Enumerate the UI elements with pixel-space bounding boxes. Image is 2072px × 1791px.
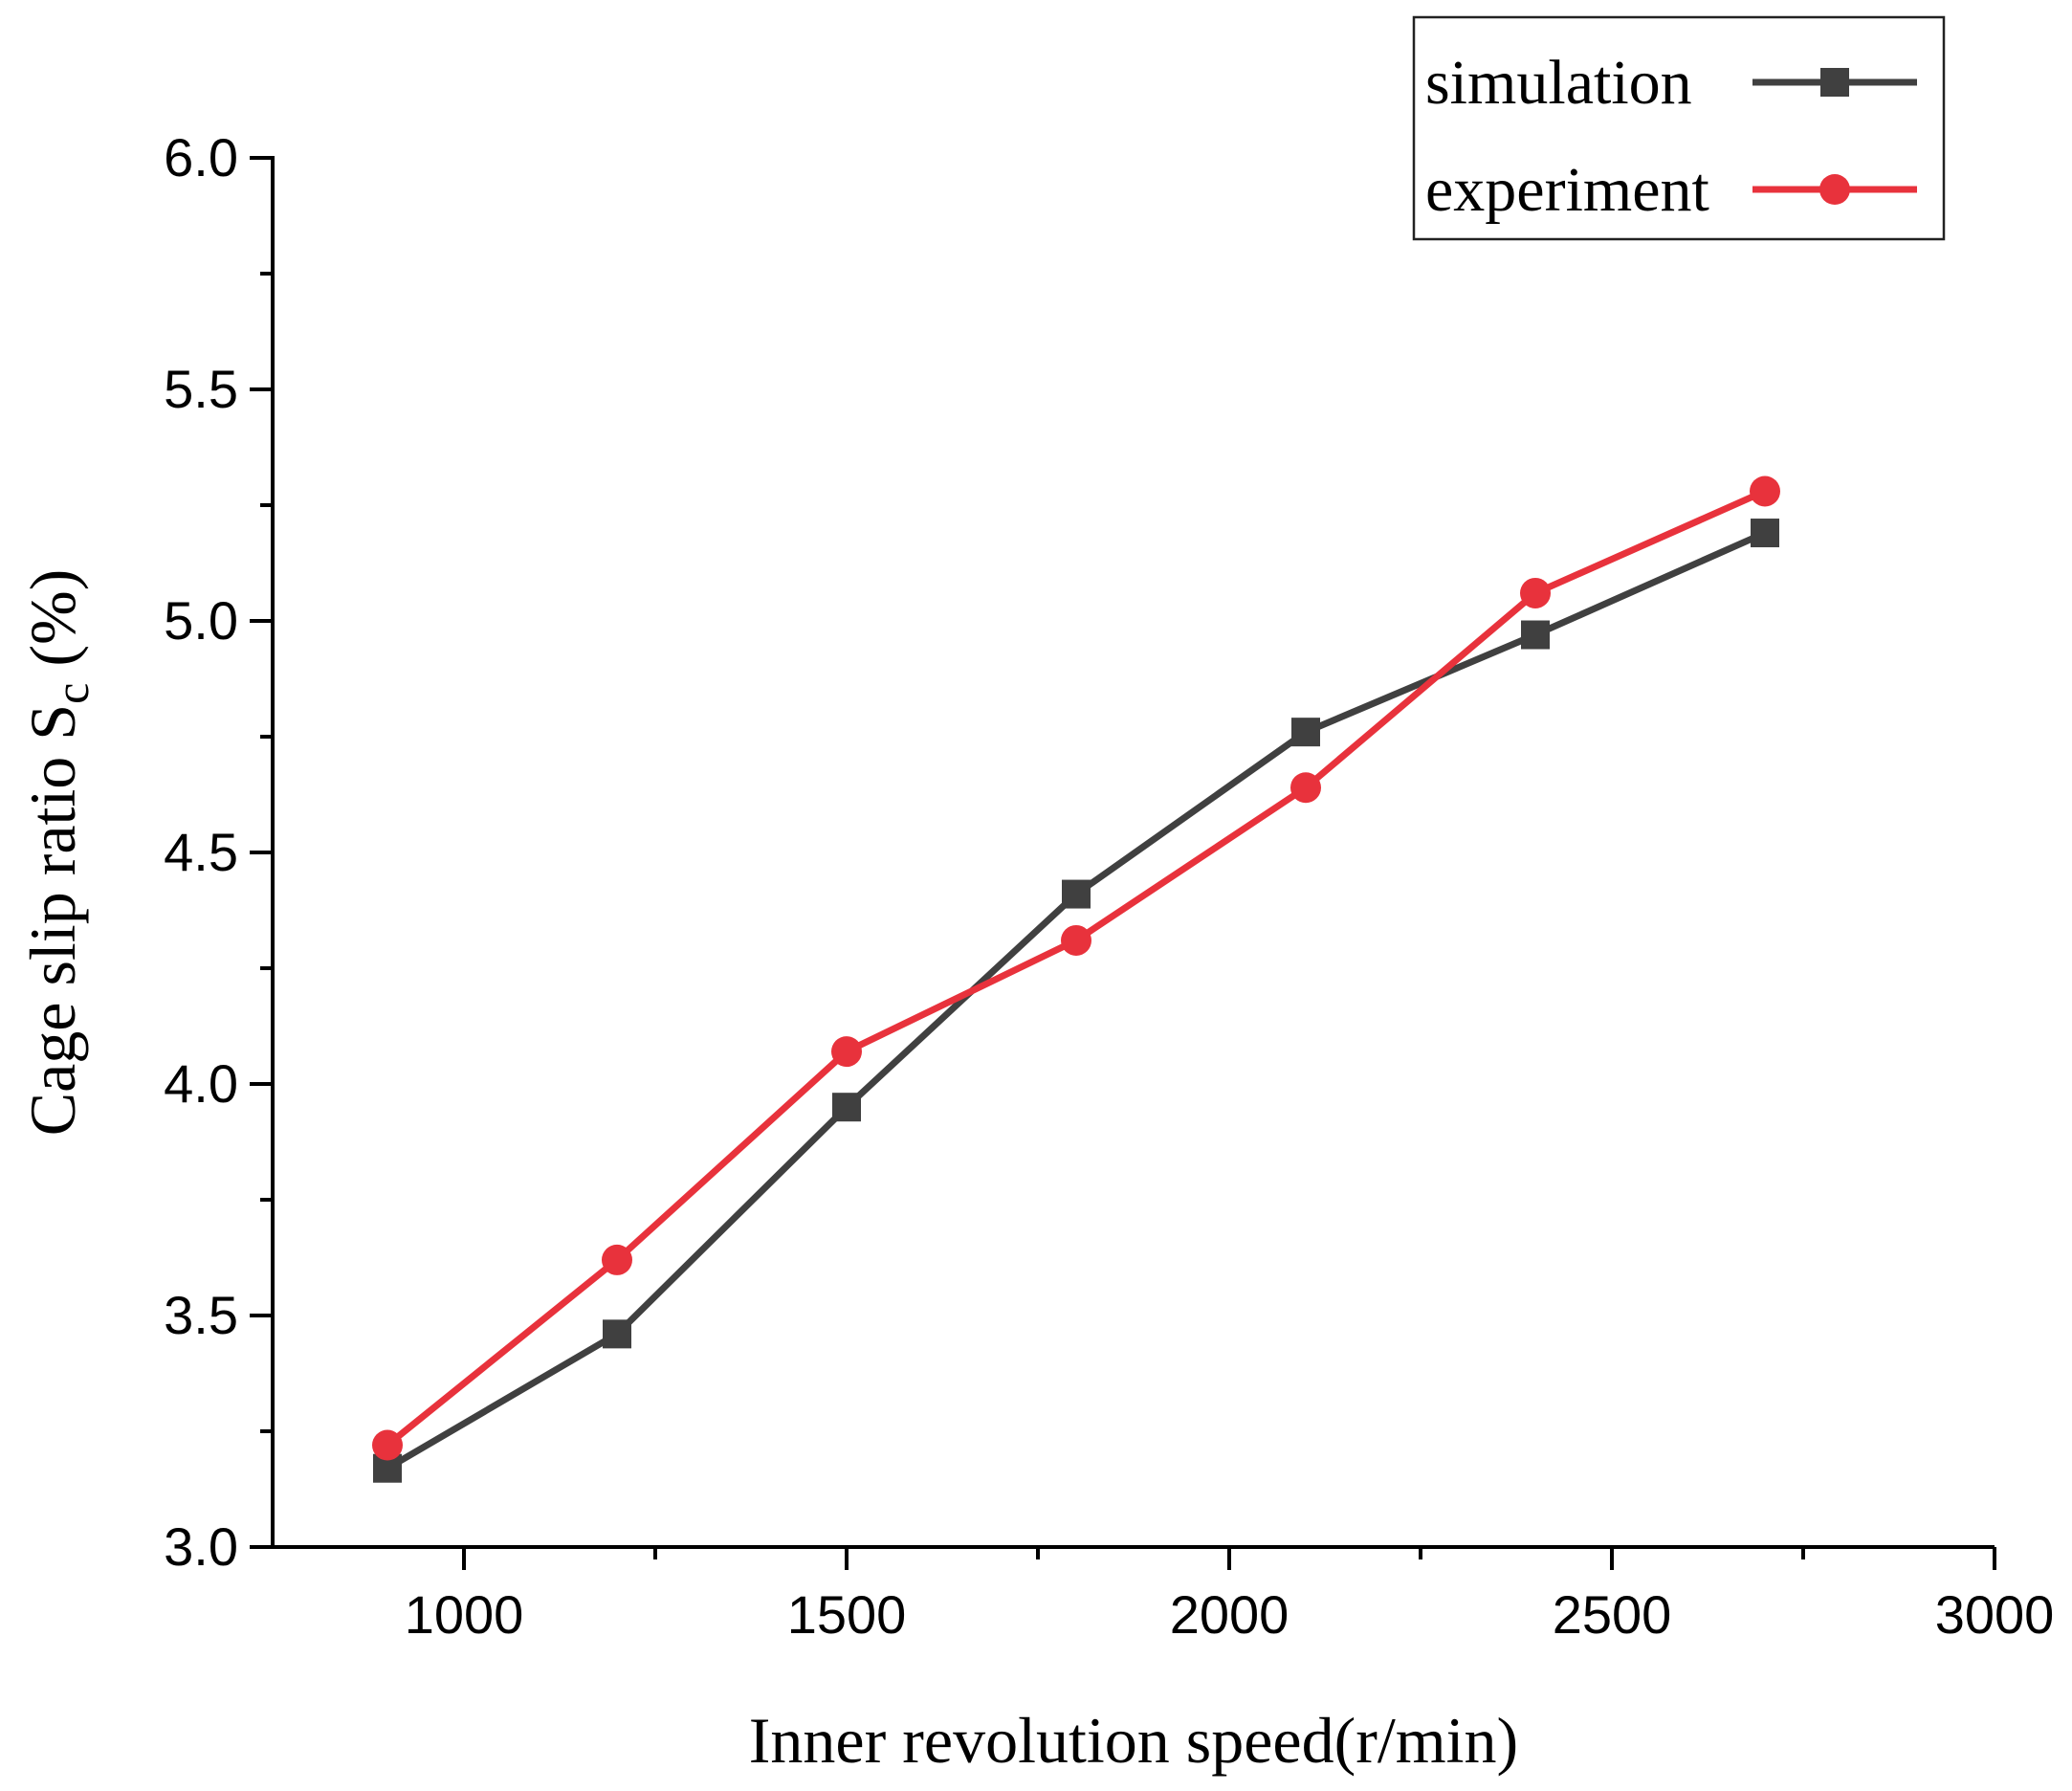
legend-box xyxy=(1412,15,1946,241)
y-tick-label: 6.0 xyxy=(164,127,238,188)
y-axis-title-main: Cage slip ratio S xyxy=(16,704,89,1136)
data-point-experiment xyxy=(831,1036,862,1068)
y-tick-label: 5.5 xyxy=(164,359,238,419)
y-tick-label: 5.0 xyxy=(164,590,238,651)
legend-marker-simulation xyxy=(1820,68,1849,97)
y-tick-label: 4.0 xyxy=(164,1053,238,1114)
data-point-experiment xyxy=(372,1429,403,1461)
data-point-experiment xyxy=(1061,924,1091,956)
series-line-simulation xyxy=(386,529,1767,1471)
data-point-simulation xyxy=(603,1319,631,1349)
y-tick-label: 3.5 xyxy=(164,1285,238,1345)
data-point-simulation xyxy=(1521,620,1550,650)
legend-label-experiment: experiment xyxy=(1425,155,1709,225)
y-tick-label: 3.0 xyxy=(164,1516,238,1577)
x-axis-title: Inner revolution speed(r/min) xyxy=(749,1704,1518,1777)
data-series xyxy=(372,475,1780,1483)
data-point-experiment xyxy=(1290,772,1321,804)
series-line-experiment xyxy=(385,488,1767,1448)
legend-label-simulation: simulation xyxy=(1425,48,1692,118)
y-axis-title-subscript: c xyxy=(45,683,99,704)
data-point-experiment xyxy=(602,1244,632,1275)
y-axis-title: Cage slip ratio Sc (%) xyxy=(16,569,99,1137)
data-point-experiment xyxy=(1750,475,1780,507)
axis-ticks: 3.0 3.5 4.0 4.5 5.0 5.5 6.0 1000 1500 2000 2500 300… xyxy=(164,127,2054,1645)
y-axis-title-suffix: (%) xyxy=(16,569,89,683)
series-simulation xyxy=(373,519,1779,1483)
x-tick-label: 2000 xyxy=(1170,1584,1289,1645)
x-tick-label: 3000 xyxy=(1935,1584,2055,1645)
x-tick-label: 2500 xyxy=(1553,1584,1672,1645)
data-point-simulation xyxy=(1751,519,1779,548)
data-point-simulation xyxy=(1062,879,1091,909)
legend: simulation experiment xyxy=(1412,15,1946,241)
y-tick-label: 4.5 xyxy=(164,822,238,882)
legend-marker-experiment xyxy=(1819,174,1850,205)
x-tick-label: 1000 xyxy=(405,1584,524,1645)
series-experiment xyxy=(372,475,1780,1461)
data-point-experiment xyxy=(1520,577,1551,608)
data-point-simulation xyxy=(1291,718,1320,747)
x-tick-label: 1500 xyxy=(787,1584,907,1645)
data-point-simulation xyxy=(832,1093,861,1122)
